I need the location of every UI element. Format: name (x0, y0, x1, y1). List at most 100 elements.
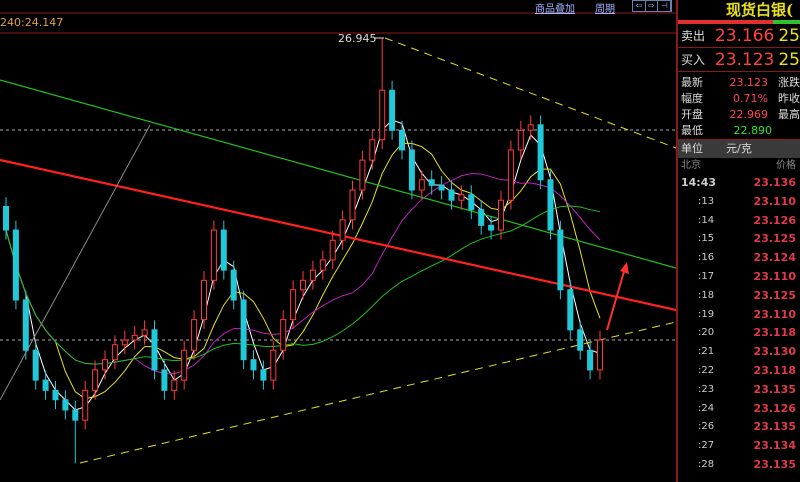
tick-time: :15 (698, 233, 715, 245)
info-row: 开盘 22.969 最高 (678, 107, 800, 123)
unit-label: 单位 (681, 142, 703, 155)
trend-line-lower-dashed (79, 321, 676, 464)
candle-down (72, 409, 79, 421)
tick-price: 23.136 (753, 176, 796, 189)
candle-up (210, 229, 217, 281)
tick-time: :26 (698, 421, 715, 433)
tick-row: :15 23.125 (678, 230, 800, 249)
info-label: 幅度 (681, 92, 703, 105)
buy-price: 23.123 (714, 49, 775, 70)
tick-time: :22 (698, 364, 715, 376)
tick-price: 23.135 (753, 420, 796, 434)
tick-row: :20 23.118 (678, 324, 800, 343)
buy-volume: 25 (778, 49, 800, 70)
tick-time: :16 (698, 252, 715, 264)
candle-up (498, 199, 504, 231)
candle-down (220, 229, 227, 271)
trend-line-grey (0, 124, 151, 401)
candle-up (319, 259, 326, 271)
price-chart[interactable]: 26.945 (0, 0, 676, 482)
candle-up (517, 129, 524, 151)
candle-up (121, 339, 128, 346)
tick-row: :27 23.134 (678, 437, 800, 456)
tick-price: 23.124 (753, 251, 796, 265)
overlay-product-link[interactable]: 商品叠加 (535, 4, 575, 15)
trend-line-green (0, 79, 676, 269)
candle-up (359, 159, 366, 191)
tick-price: 23.135 (753, 457, 796, 471)
candle-down (32, 349, 39, 381)
info-value: 22.890 (733, 124, 773, 137)
end-button[interactable]: ⊣ (658, 1, 672, 11)
candle-down (468, 194, 475, 211)
candle-up (82, 389, 89, 421)
candle-down (448, 189, 455, 201)
tick-price: 23.126 (753, 213, 796, 227)
info-value: 23.123 (729, 76, 769, 89)
candle-up (201, 279, 207, 321)
candle-up (329, 239, 336, 261)
tick-row: :23 23.135 (678, 381, 800, 400)
info-right-label: 昨收 (778, 92, 800, 105)
candle-down (587, 349, 594, 371)
quote-info: 最新 23.123 涨跌 幅度 0.71% 昨收 开盘 22.969 最高 最低 22.890 (678, 72, 800, 140)
candle-up (300, 279, 306, 291)
tick-price: 23.110 (753, 307, 796, 321)
candle-down (478, 209, 485, 226)
candle-down (240, 299, 247, 361)
candle-up (92, 369, 99, 391)
candle-down (12, 229, 19, 301)
candle-down (62, 399, 69, 411)
tick-time: :24 (698, 402, 715, 414)
tick-time: :18 (698, 289, 715, 301)
candle-up (527, 124, 534, 131)
tick-list[interactable]: 14:43 23.136:13 23.110:14 23.126:15 23.125:1… (678, 174, 800, 475)
tick-row: :17 23.110 (678, 268, 800, 287)
candle-up (349, 189, 356, 221)
info-label: 开盘 (681, 108, 703, 121)
candle-down (547, 179, 554, 231)
tick-time: :23 (698, 383, 715, 395)
candle-down (250, 359, 257, 371)
candle-down (52, 389, 59, 401)
tick-price: 23.118 (753, 326, 796, 340)
candle-up (418, 179, 425, 191)
tick-row: :26 23.135 (678, 418, 800, 437)
nav-buttons: ⇦ ⇨ ⊣ (632, 0, 672, 12)
candle-up (270, 349, 277, 381)
info-right-label: 最高 (778, 108, 800, 121)
candle-up (458, 194, 465, 201)
candle-up (280, 319, 287, 351)
candle-down (42, 379, 49, 391)
tick-price: 23.125 (753, 288, 796, 302)
product-title: 现货白银( (726, 1, 794, 19)
candle-down (260, 369, 267, 381)
tick-time: :17 (698, 270, 715, 282)
info-row: 最低 22.890 (678, 123, 800, 139)
buy-sell-ratio-bar (678, 20, 800, 24)
ticks-price-header: 价格 (776, 160, 796, 171)
tick-row: :21 23.130 (678, 343, 800, 362)
candle-up (141, 329, 148, 336)
candle-up (507, 149, 514, 201)
info-row: 幅度 0.71% 昨收 (678, 91, 800, 107)
tick-time: :19 (698, 308, 715, 320)
next-button[interactable]: ⇨ (646, 1, 659, 11)
tick-row: :14 23.126 (678, 212, 800, 231)
candle-down (567, 289, 574, 331)
tick-price: 23.118 (753, 363, 796, 377)
quote-panel: 现货白银( 卖出 23.166 25 买入 23.123 25 最新 23.123… (676, 0, 800, 482)
candle-down (399, 129, 405, 151)
unit-row: 单位 元/克 (678, 140, 800, 158)
ticks-time-header: 北京 (681, 160, 701, 171)
prev-button[interactable]: ⇦ (633, 1, 646, 11)
period-link[interactable]: 周期 (595, 4, 615, 15)
tick-price: 23.134 (753, 439, 796, 453)
info-value: 22.969 (729, 108, 769, 121)
tick-row: :28 23.135 (678, 456, 800, 475)
info-label: 最新 (681, 76, 703, 89)
sell-volume: 25 (778, 25, 800, 46)
tick-price: 23.125 (753, 232, 796, 246)
info-row: 最新 23.123 涨跌 (678, 75, 800, 91)
tick-row: :18 23.125 (678, 287, 800, 306)
